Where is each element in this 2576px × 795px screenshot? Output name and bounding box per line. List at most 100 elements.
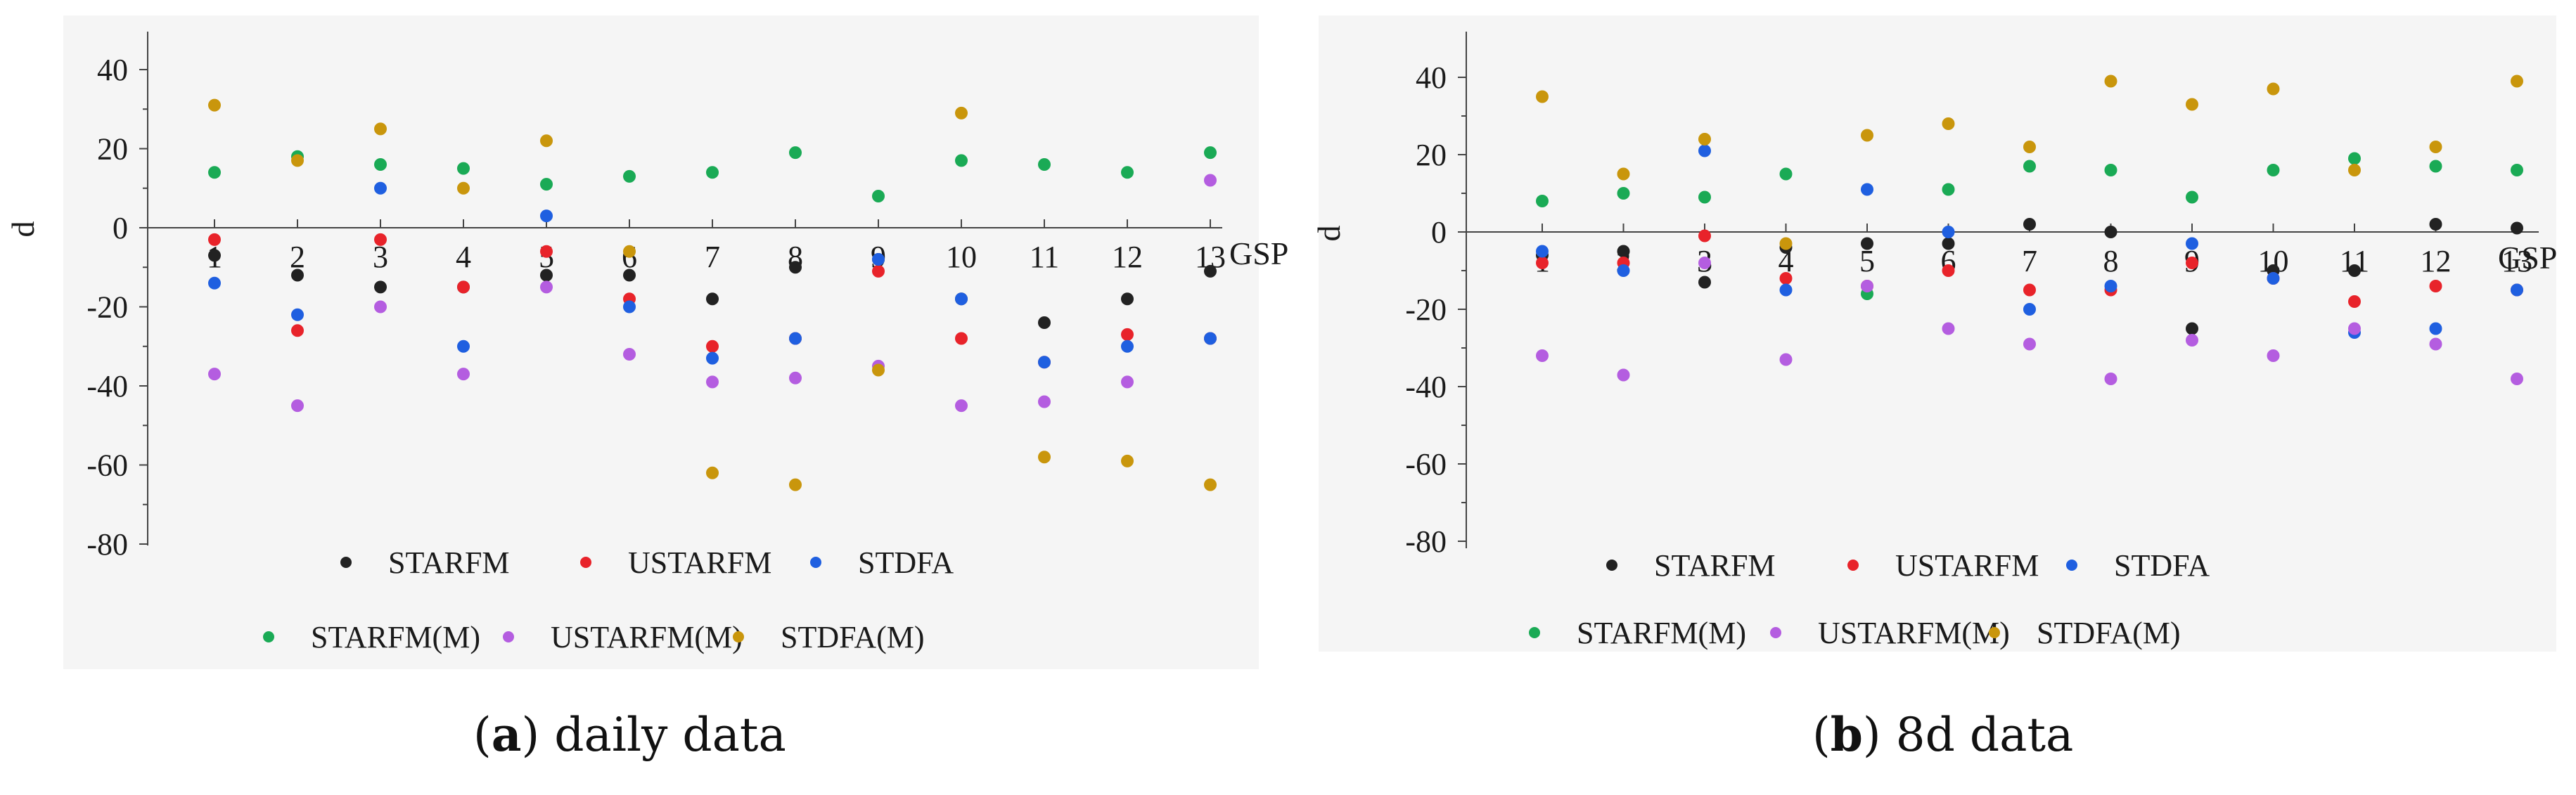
chart-b-point-stdfa	[2511, 283, 2523, 297]
chart-a-point-starfm	[623, 269, 636, 282]
chart-a-point-stdfa	[374, 181, 387, 195]
chart-b-point-starfm	[2429, 218, 2442, 231]
chart-a-point-starfm	[374, 280, 387, 294]
chart-a-legend-label: STDFA(M)	[781, 620, 925, 654]
chart-a-legend-marker	[580, 557, 591, 568]
chart-a-point-stdfam	[1204, 478, 1217, 491]
chart-a-point-stdfa	[291, 308, 304, 321]
chart-a-point-stdfa	[955, 292, 968, 306]
chart-b-x-axis-label: GSP	[2498, 240, 2557, 276]
chart-a-point-stdfa	[706, 351, 719, 365]
chart-a-point-starfmm	[540, 178, 553, 191]
caption-b: (b) 8d data	[1812, 707, 2074, 762]
chart-a-point-starfmm	[1038, 158, 1051, 171]
chart-a-y-tick-label: -60	[86, 448, 128, 483]
chart-b-point-ustarfmm	[2429, 337, 2442, 351]
chart-a-point-starfmm	[1121, 166, 1134, 179]
chart-a-x-tick-label: 2	[290, 240, 305, 274]
chart-a-point-stdfam	[457, 181, 470, 195]
chart-a-point-ustarfm	[457, 280, 470, 294]
chart-b-point-stdfam	[2186, 98, 2198, 111]
chart-b-point-stdfa	[2186, 237, 2198, 250]
chart-a-point-stdfam	[789, 478, 802, 491]
chart-a-point-stdfa	[623, 300, 636, 314]
chart-b-point-stdfam	[1779, 237, 1793, 250]
chart-b-point-ustarfmm	[2511, 373, 2523, 385]
chart-a-point-starfm	[291, 269, 304, 282]
chart-b-legend-marker	[1989, 627, 2000, 638]
chart-a-point-starfm	[1038, 316, 1051, 329]
chart-b-point-ustarfmm	[1861, 280, 1873, 292]
chart-b-point-ustarfmm	[2186, 334, 2198, 347]
chart-a-y-tick-label: 20	[97, 132, 128, 167]
chart-a-point-ustarfmm	[457, 368, 470, 381]
chart-a-point-stdfa	[789, 332, 802, 345]
chart-a-point-starfmm	[623, 169, 636, 183]
chart-b-point-starfmm	[1536, 195, 1549, 207]
chart-a-y-tick-label: -40	[86, 369, 128, 403]
chart-b-point-starfmm	[1698, 190, 1711, 204]
chart-b-point-starfm	[1698, 276, 1711, 289]
chart-b-point-ustarfm	[1698, 229, 1711, 243]
chart-b-y-tick-label: 0	[1431, 215, 1447, 250]
chart-b-point-stdfam	[2429, 141, 2442, 153]
chart-b-x-tick-label: 12	[2421, 244, 2452, 278]
chart-b-point-stdfa	[2267, 272, 2280, 285]
chart-a-point-stdfam	[623, 245, 636, 258]
chart-b-point-ustarfm	[1942, 264, 1955, 277]
chart-a-point-starfm	[706, 292, 719, 306]
chart-b-point-stdfam	[2348, 164, 2361, 176]
chart-b-point-stdfa	[1779, 283, 1793, 297]
chart-b-point-ustarfm	[2348, 295, 2361, 308]
chart-b-legend-label: USTARFM	[1895, 548, 2039, 583]
chart-b-point-starfmm	[2186, 190, 2198, 204]
chart-a-point-ustarfm	[706, 340, 719, 353]
chart-b-legend-marker	[1606, 560, 1617, 571]
chart-b-y-tick-label: -60	[1405, 447, 1447, 481]
chart-a-point-stdfa	[457, 340, 470, 353]
chart-b-point-starfm	[2348, 264, 2361, 277]
chart-b-x-tick-label: 8	[2103, 244, 2119, 278]
chart-b-point-stdfam	[1698, 133, 1711, 146]
chart-b-point-starfmm	[2511, 164, 2523, 176]
chart-a-legend-marker	[810, 557, 821, 568]
chart-b-point-stdfam	[1536, 90, 1549, 103]
chart-b-y-tick-label: 20	[1416, 138, 1447, 172]
chart-a-x-tick-label: 4	[456, 240, 471, 274]
chart-a-point-ustarfmm	[374, 300, 387, 314]
chart-a-point-starfmm	[374, 158, 387, 171]
chart-b-legend-marker	[1770, 627, 1781, 638]
chart-a-point-starfm	[789, 261, 802, 274]
chart-b-point-ustarfm	[1536, 257, 1549, 269]
chart-a-point-starfm	[208, 249, 221, 262]
chart-b-point-stdfam	[1617, 167, 1630, 181]
chart-b-legend-label: STDFA	[2114, 548, 2210, 583]
chart-b-x-tick-label: 13	[2501, 244, 2532, 278]
chart-b-point-ustarfm	[1779, 272, 1793, 285]
caption-a-label: a	[491, 707, 522, 762]
chart-a-point-stdfa	[208, 276, 221, 290]
chart-b-legend-label: USTARFM(M)	[1818, 616, 2010, 650]
chart-b-point-starfm	[1861, 237, 1873, 250]
chart-b-point-stdfa	[2104, 280, 2117, 292]
chart-a-point-starfm	[1121, 292, 1134, 306]
chart-a-point-stdfam	[1121, 454, 1134, 467]
chart-b-point-stdfam	[2104, 75, 2117, 88]
chart-a-legend-label: STARFM(M)	[311, 620, 480, 654]
chart-b-point-starfm	[2186, 322, 2198, 335]
chart-a-point-ustarfmm	[706, 375, 719, 389]
chart-b-y-axis-label: d	[1311, 226, 1347, 242]
chart-b-point-starfm	[2511, 221, 2523, 235]
chart-b-y-tick-label: -20	[1405, 292, 1447, 327]
chart-a-y-tick-label: 40	[97, 53, 128, 87]
chart-a-x-tick-label: 10	[946, 240, 977, 274]
chart-b-point-starfm	[2023, 218, 2036, 231]
chart-a-legend-label: USTARFM	[628, 545, 771, 580]
chart-a-x-tick-label: 11	[1030, 240, 1059, 274]
chart-a-legend-marker	[340, 557, 352, 568]
chart-b-point-ustarfmm	[1536, 349, 1549, 362]
chart-a-point-stdfa	[872, 253, 885, 266]
chart-a-point-ustarfm	[540, 245, 553, 258]
chart-a-point-stdfam	[374, 122, 387, 136]
chart-b-point-starfmm	[2023, 160, 2036, 173]
